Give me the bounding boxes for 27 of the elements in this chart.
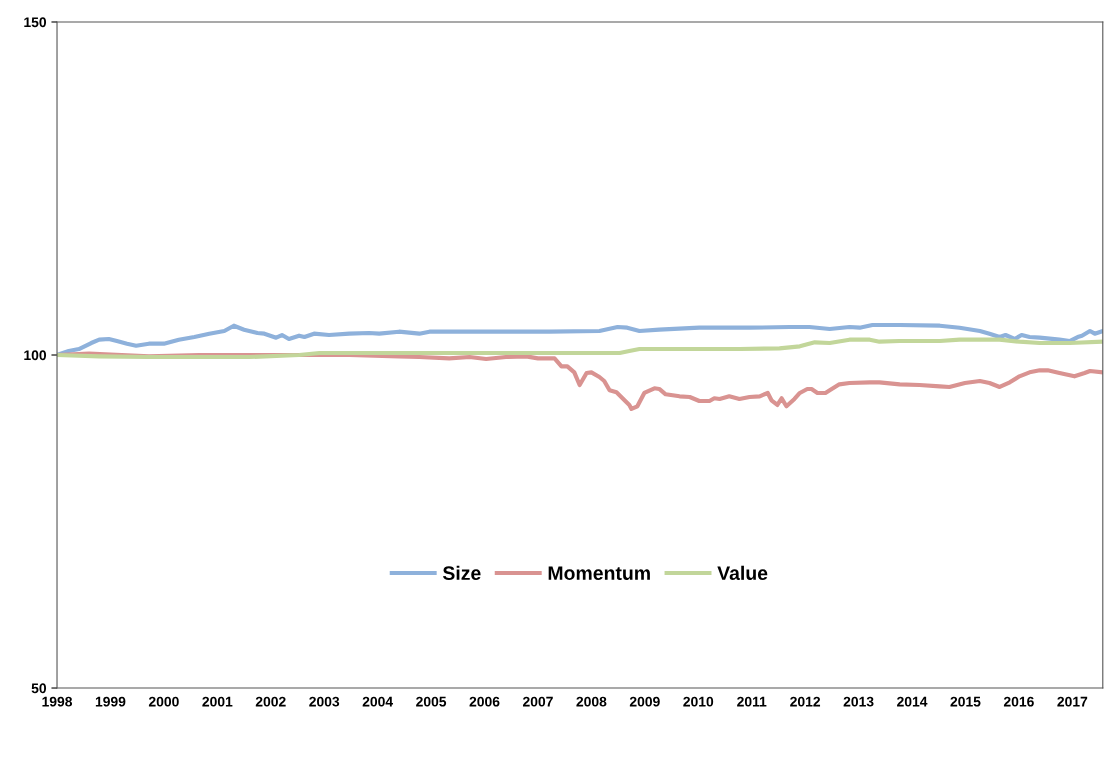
- x-tick-label: 2006: [469, 696, 500, 707]
- x-tick-label: 2016: [1003, 696, 1034, 707]
- x-tick-label: 2000: [148, 696, 179, 707]
- x-tick-label: 2002: [255, 696, 286, 707]
- legend-label: Value: [717, 565, 768, 581]
- x-tick-label: 2008: [576, 696, 607, 707]
- x-tick-label: 2004: [362, 696, 394, 707]
- y-tick-label: 100: [24, 350, 47, 361]
- x-tick-label: 2007: [522, 696, 553, 707]
- x-tick-label: 2009: [629, 696, 660, 707]
- x-tick-label: 2012: [790, 696, 821, 707]
- x-tick-label: 2014: [897, 696, 928, 707]
- legend-label: Momentum: [548, 566, 650, 581]
- x-tick-label: 2017: [1057, 696, 1088, 707]
- x-tick-label: 2003: [309, 696, 340, 707]
- x-tick-label: 1999: [95, 696, 126, 707]
- x-tick-label: 1998: [42, 696, 73, 707]
- line-series: [57, 337, 1103, 360]
- x-tick-label: 2005: [416, 696, 447, 707]
- y-tick-label: 50: [31, 683, 47, 694]
- x-tick-label: 2011: [737, 696, 767, 707]
- legend-label: Size: [442, 565, 481, 581]
- y-tick-label: 150: [24, 17, 47, 28]
- x-tick-label: 2013: [843, 696, 874, 707]
- x-tick-label: 2015: [950, 696, 981, 707]
- x-tick-label: 2001: [202, 696, 233, 707]
- x-tick-label: 2010: [683, 696, 714, 707]
